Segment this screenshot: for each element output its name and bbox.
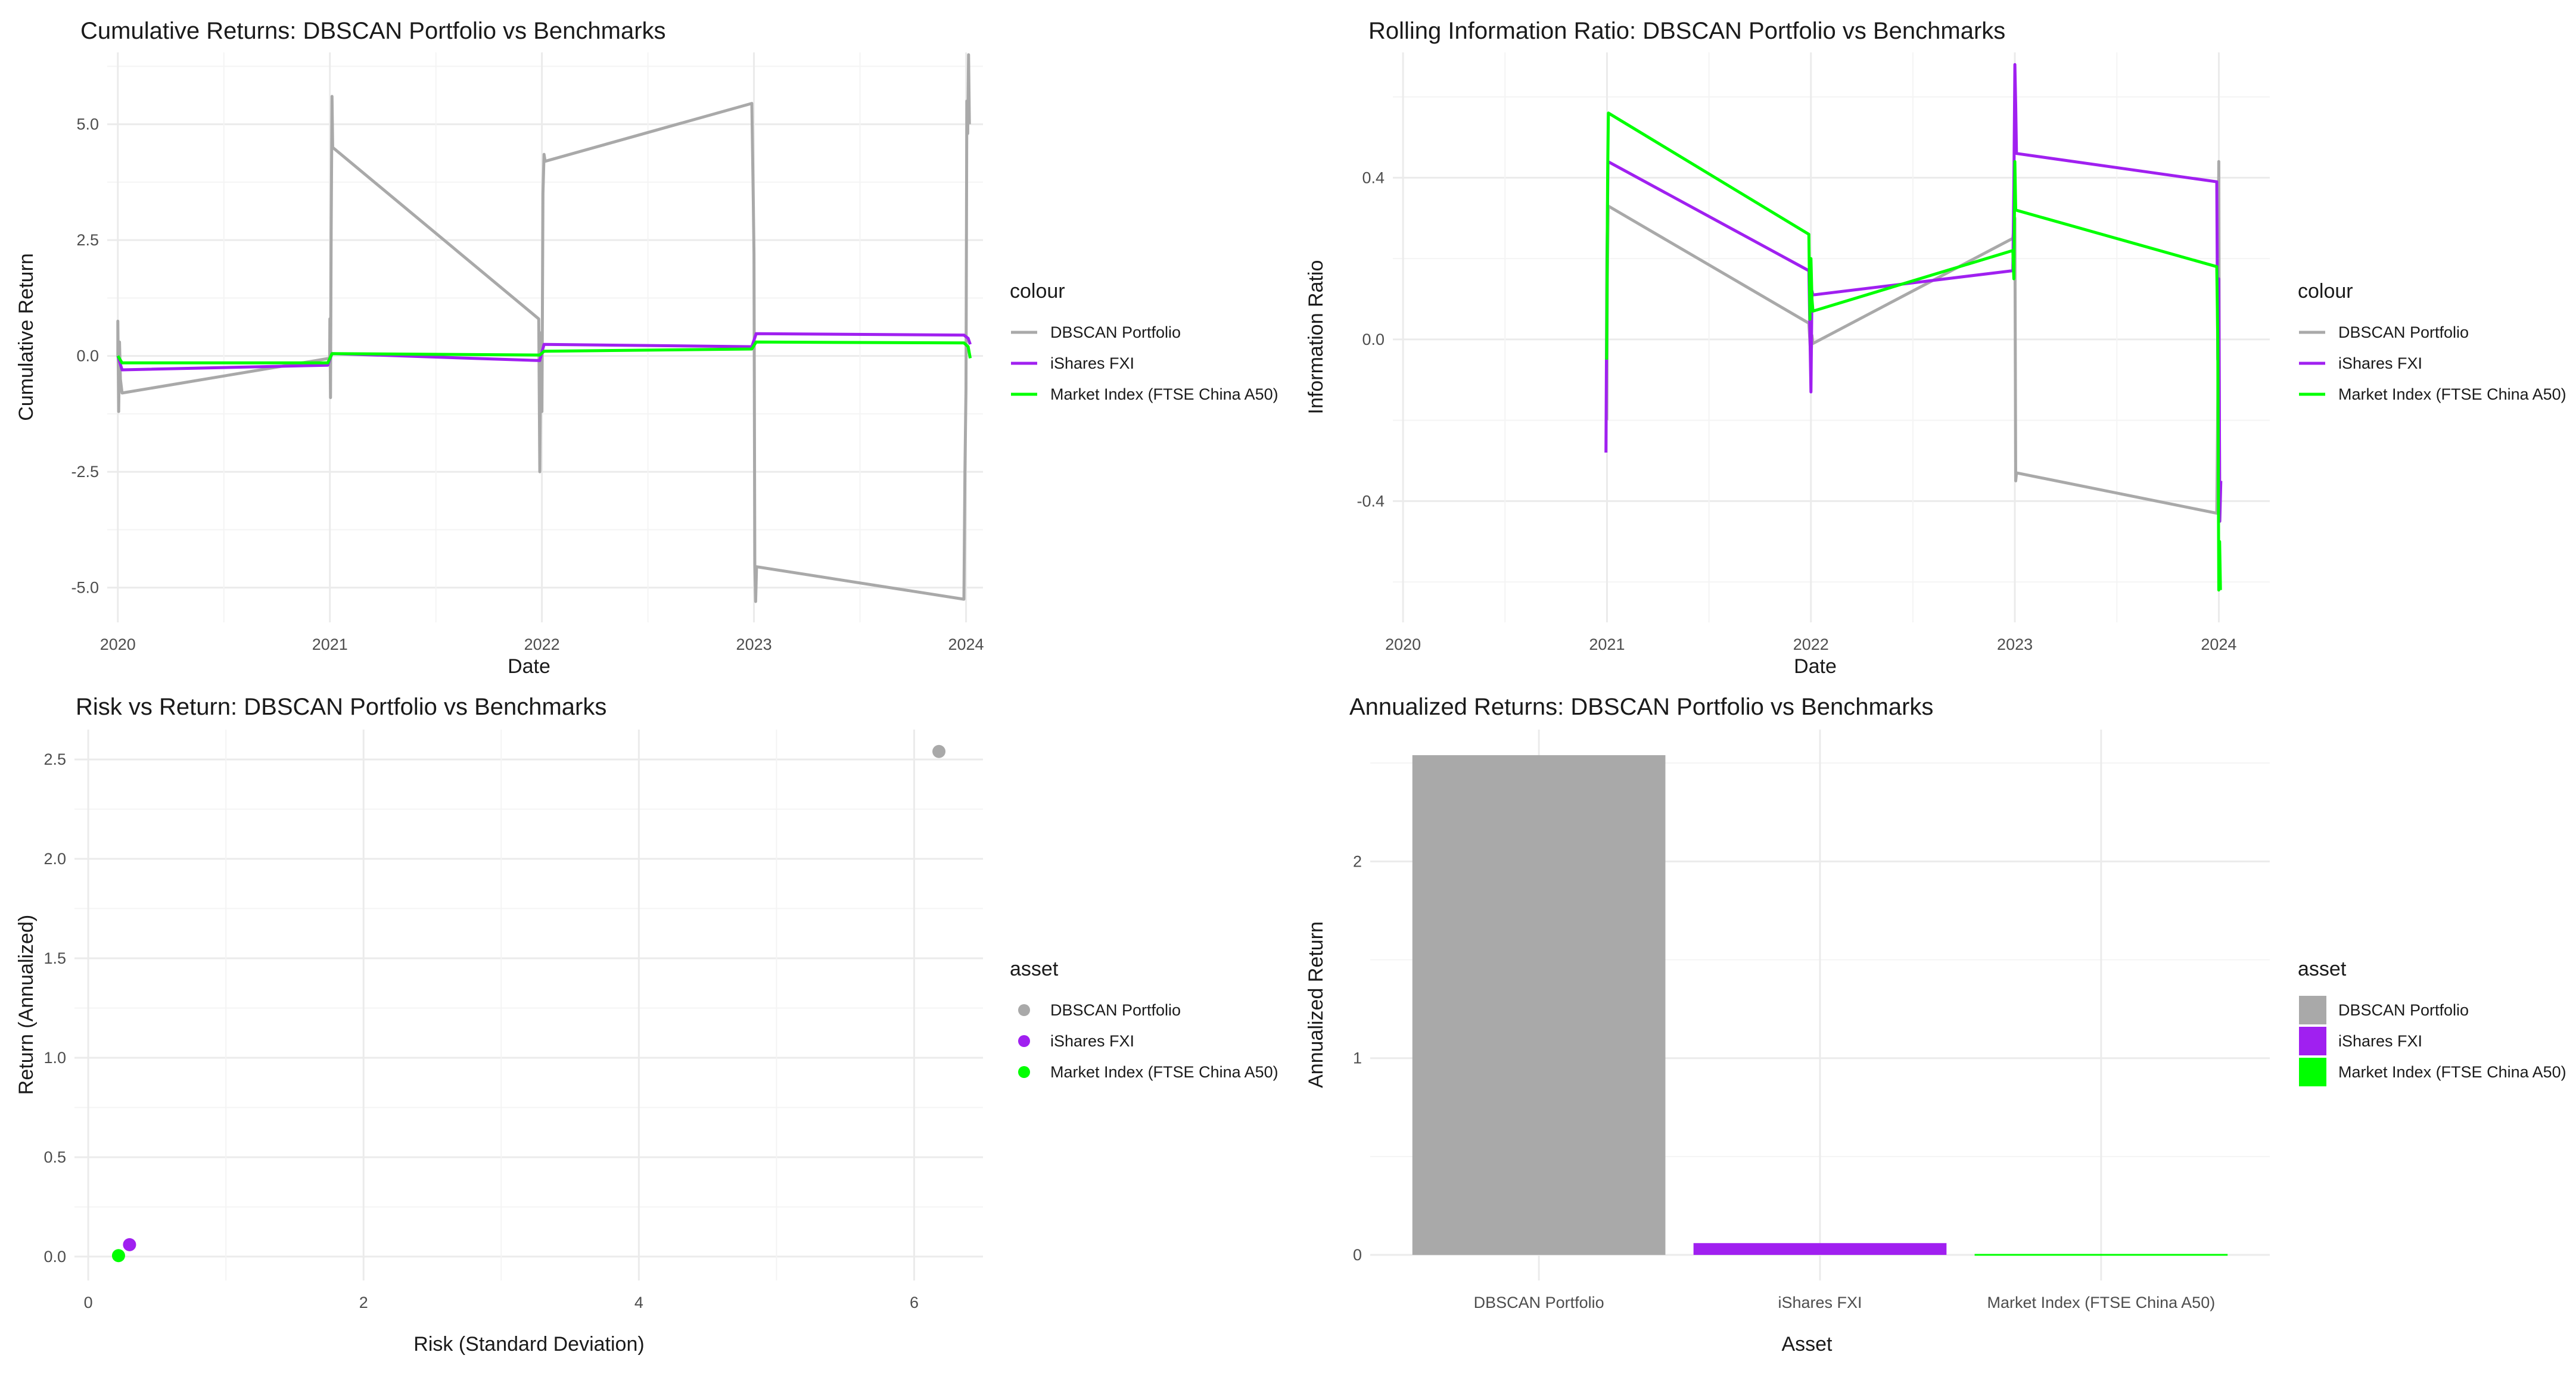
x-tick-label: 2022 xyxy=(524,635,560,653)
legend-label: iShares FXI xyxy=(1050,354,1134,372)
x-tick-label: 2020 xyxy=(1385,635,1421,653)
risk-return-legend: asset DBSCAN Portfolio iShares FXI Market I… xyxy=(1010,958,1278,1081)
cumulative-marks xyxy=(116,53,972,603)
y-tick-label: 2.0 xyxy=(43,850,66,868)
legend-label: DBSCAN Portfolio xyxy=(1050,1001,1181,1019)
x-tick-label: 2024 xyxy=(948,635,984,653)
y-tick-label: 2.5 xyxy=(76,231,99,249)
risk-return-grid xyxy=(74,730,983,1280)
cumulative-panel: -5.0 -2.5 0.0 2.5 5.0 2020 2021 2022 2023 2024 Cum… xyxy=(15,18,1278,678)
x-tick-label: iShares FXI xyxy=(1778,1294,1862,1311)
y-tick-label: 1.5 xyxy=(43,949,66,967)
info-ratio-legend: colour DBSCAN Portfolio iShares FXI Market … xyxy=(2298,280,2566,403)
x-tick-label: 2023 xyxy=(1997,635,2033,653)
y-axis-title: Information Ratio xyxy=(1305,260,1327,415)
x-tick-label: 2021 xyxy=(1589,635,1625,653)
y-tick-label: 0.4 xyxy=(1362,169,1385,186)
y-tick-label: 2 xyxy=(1353,852,1362,870)
legend-title: asset xyxy=(1010,958,1059,980)
x-axis-title: Date xyxy=(508,655,550,678)
legend-key-swatch xyxy=(2299,996,2326,1024)
y-tick-label: 1 xyxy=(1353,1049,1362,1067)
series-line-2 xyxy=(1605,111,2222,592)
legend-label: Market Index (FTSE China A50) xyxy=(2338,385,2566,403)
risk-return-marks xyxy=(111,744,946,1263)
info-ratio-panel: -0.4 0.0 0.4 2020 2021 2022 2023 2024 Rolling In… xyxy=(1305,18,2566,678)
scatter-point-2 xyxy=(111,1249,125,1263)
y-tick-label: 0.5 xyxy=(43,1148,66,1166)
legend-key-point xyxy=(1018,1066,1030,1078)
legend-key-point xyxy=(1018,1004,1030,1016)
legend-title: colour xyxy=(2298,280,2353,303)
cumulative-grid xyxy=(107,52,983,622)
bar-1 xyxy=(1693,1243,1947,1255)
bar-2 xyxy=(1974,1254,2228,1256)
legend-label: iShares FXI xyxy=(2338,1032,2422,1050)
x-tick-label: 6 xyxy=(910,1294,919,1311)
info-ratio-marks xyxy=(1604,63,2223,592)
cumulative-legend: colour DBSCAN Portfolio iShares FXI Market … xyxy=(1010,280,1278,403)
legend-title: colour xyxy=(1010,280,1065,303)
y-tick-label: -0.4 xyxy=(1357,492,1385,510)
x-tick-label: 2022 xyxy=(1793,635,1829,653)
legend-label: Market Index (FTSE China A50) xyxy=(1050,385,1278,403)
x-tick-label: Market Index (FTSE China A50) xyxy=(1987,1294,2216,1311)
info-ratio-grid xyxy=(1393,52,2270,622)
legend-key-swatch xyxy=(2299,1058,2326,1086)
y-tick-label: 0.0 xyxy=(76,347,99,365)
risk-return-panel: 0.0 0.5 1.0 1.5 2.0 2.5 0 2 4 6 Risk vs Return: DB… xyxy=(15,694,1278,1356)
legend-label: iShares FXI xyxy=(1050,1032,1134,1050)
y-tick-label: -5.0 xyxy=(71,579,99,597)
y-tick-label: -2.5 xyxy=(71,463,99,481)
x-tick-label: DBSCAN Portfolio xyxy=(1474,1294,1604,1311)
x-tick-label: 2021 xyxy=(312,635,348,653)
legend-label: Market Index (FTSE China A50) xyxy=(1050,1063,1278,1081)
annualized-panel: 0 1 2 DBSCAN Portfolio iShares FXI Market Ind… xyxy=(1305,694,2566,1356)
y-tick-label: 5.0 xyxy=(76,116,99,133)
y-axis-title: Return (Annualized) xyxy=(15,915,38,1095)
y-axis-title: Annualized Return xyxy=(1305,921,1327,1088)
x-tick-label: 2024 xyxy=(2201,635,2236,653)
series-line-1 xyxy=(116,332,972,372)
scatter-point-1 xyxy=(123,1238,136,1251)
legend-label: DBSCAN Portfolio xyxy=(2338,323,2469,341)
legend-label: iShares FXI xyxy=(2338,354,2422,372)
bar-0 xyxy=(1412,755,1666,1255)
x-axis-title: Date xyxy=(1794,655,1837,678)
x-tick-label: 2020 xyxy=(100,635,136,653)
chart-title: Annualized Returns: DBSCAN Portfolio vs … xyxy=(1349,694,1933,720)
legend-label: Market Index (FTSE China A50) xyxy=(2338,1063,2566,1081)
y-tick-label: 2.5 xyxy=(43,750,66,768)
annualized-marks xyxy=(1412,755,2228,1256)
x-axis-title: Risk (Standard Deviation) xyxy=(413,1333,644,1356)
x-axis-title: Asset xyxy=(1781,1333,1833,1356)
legend-label: DBSCAN Portfolio xyxy=(2338,1001,2469,1019)
scatter-point-0 xyxy=(932,744,946,758)
chart-title: Risk vs Return: DBSCAN Portfolio vs Benc… xyxy=(76,694,606,720)
chart-title: Rolling Information Ratio: DBSCAN Portfo… xyxy=(1368,18,2005,44)
annualized-legend: asset DBSCAN Portfolio iShares FXI Market I… xyxy=(2298,958,2566,1086)
series-line-0 xyxy=(116,53,971,603)
x-tick-label: 0 xyxy=(84,1294,93,1311)
y-tick-label: 0.0 xyxy=(1362,331,1385,348)
x-tick-label: 2023 xyxy=(736,635,772,653)
legend-key-point xyxy=(1018,1035,1030,1047)
x-tick-label: 2 xyxy=(359,1294,368,1311)
legend-label: DBSCAN Portfolio xyxy=(1050,323,1181,341)
legend-title: asset xyxy=(2298,958,2347,980)
y-tick-label: 1.0 xyxy=(43,1049,66,1067)
chart-title: Cumulative Returns: DBSCAN Portfolio vs … xyxy=(80,18,666,44)
series-line-2 xyxy=(116,340,972,364)
y-axis-title: Cumulative Return xyxy=(15,253,38,421)
x-tick-label: 4 xyxy=(634,1294,643,1311)
legend-key-swatch xyxy=(2299,1027,2326,1055)
y-tick-label: 0.0 xyxy=(43,1248,66,1266)
y-tick-label: 0 xyxy=(1353,1246,1362,1264)
